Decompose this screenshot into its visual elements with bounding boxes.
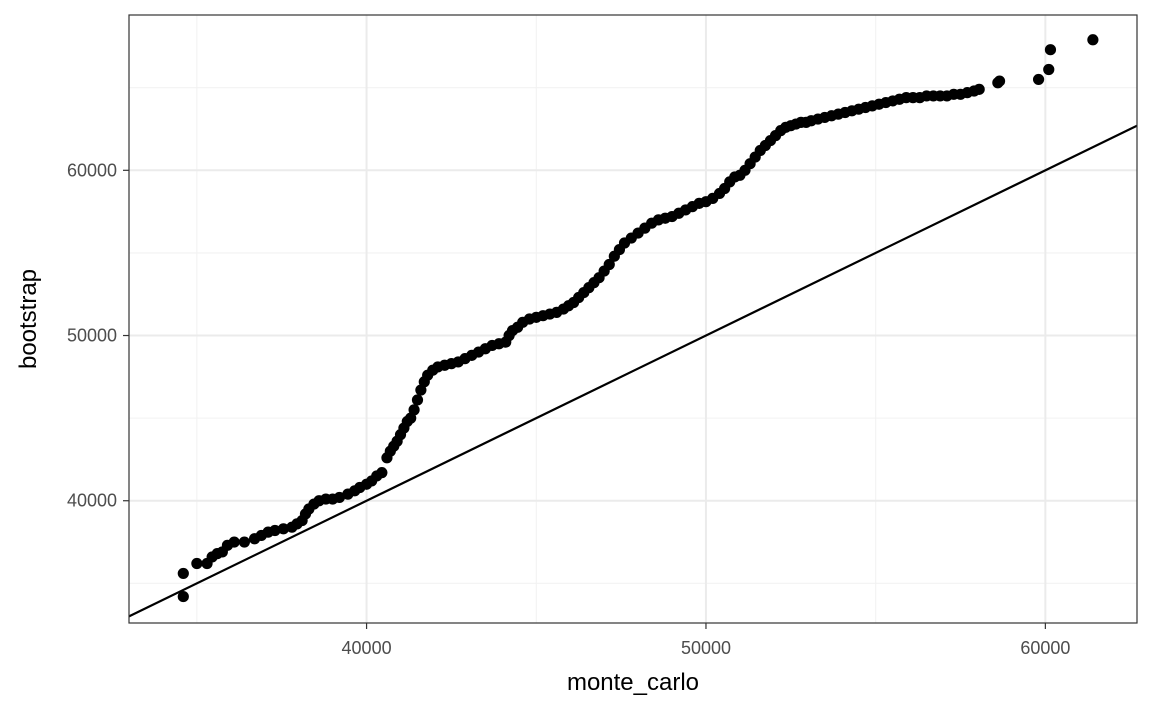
y-tick-label: 60000 (67, 160, 117, 180)
reference-line-layer (128, 124, 1138, 618)
y-tick-label: 50000 (67, 326, 117, 346)
data-point (973, 83, 985, 95)
data-point (1032, 73, 1045, 86)
reference-line (128, 124, 1138, 618)
plot-panel-border (128, 14, 1138, 624)
x-tick-label: 60000 (1020, 638, 1070, 658)
y-axis-title: bootstrap (15, 269, 42, 369)
major-gridlines (129, 15, 1137, 623)
data-point (376, 467, 388, 479)
data-point (333, 491, 346, 504)
data-point (1087, 34, 1099, 46)
data-point (177, 567, 189, 580)
x-tick-label: 40000 (342, 638, 392, 658)
y-axis-ticks: 40000 50000 60000 (67, 160, 129, 511)
points-layer (177, 34, 1099, 603)
data-point (1044, 44, 1057, 56)
data-point (277, 523, 290, 535)
data-point (603, 258, 615, 271)
x-tick-label: 50000 (681, 638, 731, 658)
data-point (191, 557, 203, 570)
data-point (408, 404, 420, 416)
data-point (238, 536, 250, 548)
x-axis-ticks: 40000 50000 60000 (342, 623, 1070, 658)
x-axis-title: monte_carlo (567, 669, 699, 696)
data-point (1043, 63, 1055, 76)
data-point (993, 75, 1006, 87)
data-point (269, 524, 281, 537)
y-tick-label: 40000 (67, 491, 117, 511)
data-point (411, 394, 424, 406)
data-point (177, 590, 189, 603)
data-point (228, 536, 240, 548)
